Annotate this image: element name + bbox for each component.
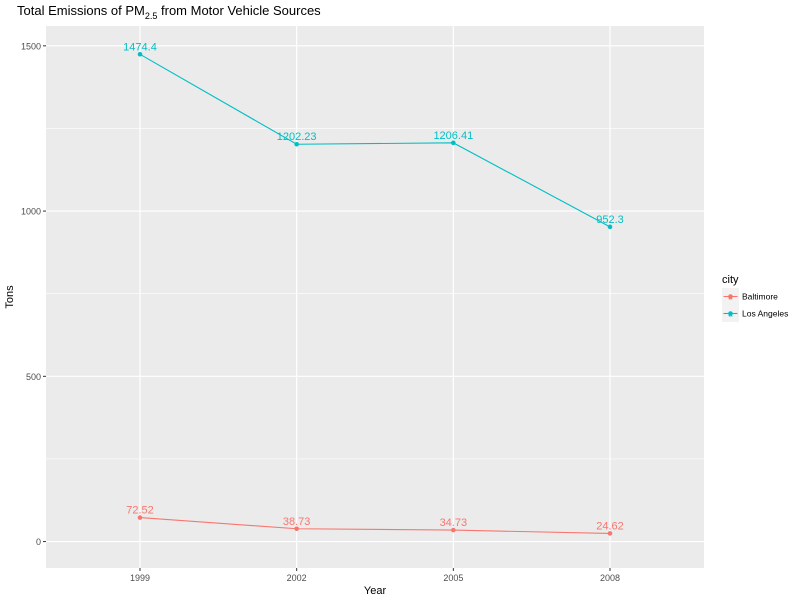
legend-label-los-angeles: Los Angeles [742,309,788,319]
series-line-baltimore [139,517,611,534]
y-tick-label: 0 [36,537,41,547]
data-point-los-angeles [451,140,456,146]
y-tick-label: 1500 [21,41,41,51]
data-label-los-angeles: 1474.4 [123,41,157,53]
data-label-baltimore: 72.52 [126,505,154,517]
x-tick-label: 2005 [443,573,463,583]
y-axis-label: Tons [4,285,16,309]
plot-panel [46,26,704,568]
y-tick-label: 500 [26,372,41,382]
data-label-los-angeles: 1202.23 [277,131,317,143]
y-tick-label: 1000 [21,207,41,217]
data-label-baltimore: 24.62 [596,520,624,532]
data-point-los-angeles [137,51,143,57]
legend-marker-los-angeles [728,311,733,316]
data-label-baltimore: 38.73 [283,516,311,528]
data-point-baltimore [137,515,143,520]
x-tick-label: 2008 [600,573,620,583]
chart-title: Total Emissions of PM2.5 from Motor Vehi… [17,3,321,21]
series-line-los-angeles [139,53,611,228]
data-point-los-angeles [607,224,613,230]
data-label-baltimore: 34.73 [440,517,468,529]
legend-label-baltimore: Baltimore [742,292,778,302]
legend-glyph-baltimore: a [728,293,733,302]
x-axis-label: Year [364,585,387,597]
x-tick-label: 1999 [130,573,150,583]
data-label-los-angeles: 952.3 [596,214,624,226]
data-point-baltimore [294,526,299,532]
legend-title: city [722,274,739,286]
data-point-los-angeles [294,141,299,147]
data-label-los-angeles: 1206.41 [433,130,473,142]
data-point-baltimore [607,531,613,536]
data-point-baltimore [451,527,456,533]
legend-glyph-los-angeles: a [728,310,733,319]
x-tick-label: 2002 [287,573,307,583]
legend-marker-baltimore [728,294,733,299]
